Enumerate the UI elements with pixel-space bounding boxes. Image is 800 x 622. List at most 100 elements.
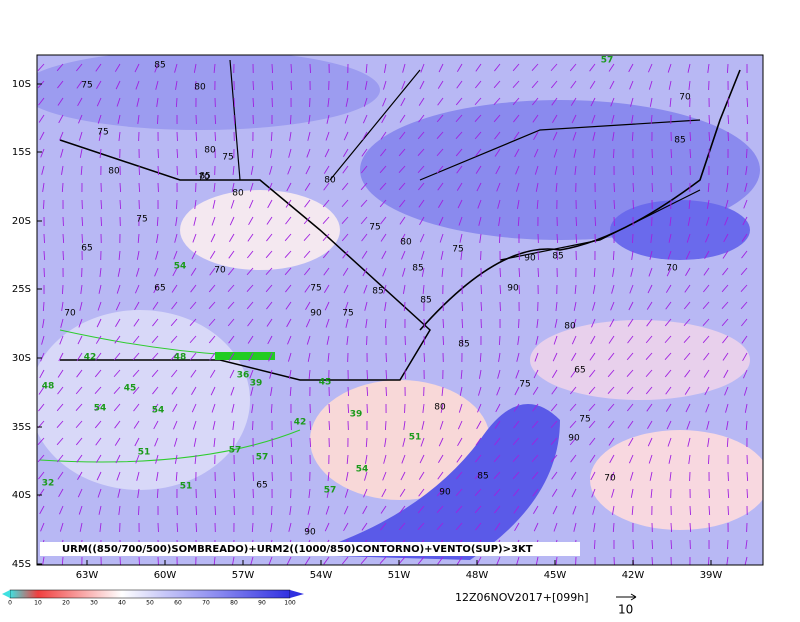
wind-arrow bbox=[253, 98, 254, 107]
colorbar-label: 10 bbox=[34, 600, 42, 607]
wind-arrow bbox=[196, 523, 197, 532]
wind-arrow bbox=[481, 285, 482, 294]
wind-arrow bbox=[727, 166, 728, 175]
wind-arrow bbox=[499, 336, 500, 345]
contour-label: 85 bbox=[154, 61, 165, 71]
wind-arrow bbox=[291, 438, 292, 447]
lat-label: 25S bbox=[12, 284, 31, 295]
humidity-contour-label: 54 bbox=[174, 262, 187, 272]
contour-label: 80 bbox=[108, 167, 120, 177]
wind-arrow bbox=[709, 132, 710, 141]
contour-label: 75 bbox=[369, 223, 380, 233]
wind-arrow bbox=[727, 64, 728, 73]
wind-arrow bbox=[367, 370, 368, 379]
humidity-contour-label: 54 bbox=[94, 404, 107, 414]
colorbar-label: 90 bbox=[258, 600, 266, 607]
contour-label: 90 bbox=[310, 309, 322, 319]
wind-arrow bbox=[709, 115, 710, 124]
wind-arrow bbox=[101, 200, 102, 209]
wind-arrow bbox=[101, 217, 102, 226]
colorbar-label: 50 bbox=[146, 600, 154, 607]
humidity-contour-label: 48 bbox=[42, 382, 55, 392]
humidity-contour-label: 57 bbox=[229, 446, 242, 456]
wind-arrow bbox=[671, 166, 672, 175]
wind-arrow bbox=[633, 200, 634, 209]
wind-arrow bbox=[728, 98, 729, 107]
wind-arrow bbox=[138, 506, 139, 515]
contour-label: 85 bbox=[372, 287, 383, 297]
wind-arrow bbox=[499, 234, 500, 243]
contour-label: 65 bbox=[574, 366, 585, 376]
wind-arrow bbox=[614, 200, 615, 209]
humidity-contour-label: 48 bbox=[174, 353, 187, 363]
wind-arrow bbox=[157, 489, 158, 498]
humidity-contour-label: 51 bbox=[409, 433, 422, 443]
humidity-contour-label: 51 bbox=[180, 482, 193, 492]
wind-arrow bbox=[747, 115, 748, 124]
humidity-contour-label: 39 bbox=[250, 379, 263, 389]
colorbar-label: 80 bbox=[230, 600, 238, 607]
wind-arrow bbox=[519, 285, 520, 294]
wind-arrow bbox=[291, 64, 292, 73]
wind-arrow bbox=[727, 540, 728, 549]
wind-arrow bbox=[728, 115, 729, 124]
wind-arrow bbox=[500, 285, 501, 294]
contour-label: 75 bbox=[310, 284, 321, 294]
humidity-contour-label: 39 bbox=[350, 410, 363, 420]
wind-arrow bbox=[671, 523, 672, 532]
wind-arrow bbox=[139, 183, 140, 192]
contour-label: 90 bbox=[439, 488, 451, 498]
colorbar-label: 100 bbox=[284, 600, 296, 607]
wind-arrow bbox=[747, 489, 748, 498]
contour-label: 65 bbox=[154, 284, 165, 294]
lon-label: 54W bbox=[310, 570, 333, 581]
wind-arrow bbox=[613, 251, 614, 260]
lat-label: 20S bbox=[12, 216, 31, 227]
humidity-contour-label: 32 bbox=[42, 479, 55, 489]
wind-arrow bbox=[157, 115, 158, 124]
contour-label: 85 bbox=[412, 264, 423, 274]
lon-label: 63W bbox=[76, 570, 99, 581]
contour-label: 75 bbox=[97, 128, 108, 138]
contour-label: 70 bbox=[604, 474, 616, 484]
wind-arrow bbox=[253, 455, 254, 464]
humidity-contour-label: 45 bbox=[319, 378, 332, 388]
wind-arrow bbox=[215, 506, 216, 515]
contour-label: 80 bbox=[564, 322, 576, 332]
lat-label: 45S bbox=[12, 559, 31, 570]
wind-arrow bbox=[310, 64, 311, 73]
wind-arrow bbox=[424, 336, 425, 345]
wind-arrow bbox=[329, 404, 330, 413]
wind-arrow bbox=[291, 81, 292, 90]
wind-arrow bbox=[120, 200, 121, 209]
humidity-contour-label: 54 bbox=[356, 465, 369, 475]
wind-arrow bbox=[82, 234, 83, 243]
wind-arrow bbox=[271, 404, 272, 413]
wind-arrow bbox=[82, 217, 83, 226]
lat-label: 30S bbox=[12, 353, 31, 364]
wind-arrow bbox=[708, 455, 709, 464]
lon-label: 57W bbox=[232, 570, 255, 581]
lon-label: 48W bbox=[466, 570, 489, 581]
wind-arrow bbox=[747, 472, 748, 481]
wind-arrow bbox=[62, 285, 63, 294]
wind-arrow bbox=[576, 217, 577, 226]
wind-arrow bbox=[348, 387, 349, 396]
colorbar bbox=[10, 590, 290, 598]
contour-label: 75 bbox=[222, 153, 233, 163]
wind-arrow bbox=[272, 64, 273, 73]
wind-arrow bbox=[424, 353, 425, 362]
wind-arrow bbox=[44, 251, 45, 260]
colorbar-label: 20 bbox=[62, 600, 70, 607]
wind-arrow bbox=[614, 183, 615, 192]
shading bbox=[20, 50, 770, 566]
wind-arrow bbox=[519, 268, 520, 277]
wind-arrow bbox=[633, 183, 634, 192]
wind-arrow bbox=[196, 132, 197, 141]
wind-arrow bbox=[443, 336, 444, 345]
colorbar-end bbox=[290, 590, 304, 598]
contour-label: 80 bbox=[232, 189, 244, 199]
wind-arrow bbox=[43, 200, 44, 209]
wind-arrow bbox=[234, 489, 235, 498]
